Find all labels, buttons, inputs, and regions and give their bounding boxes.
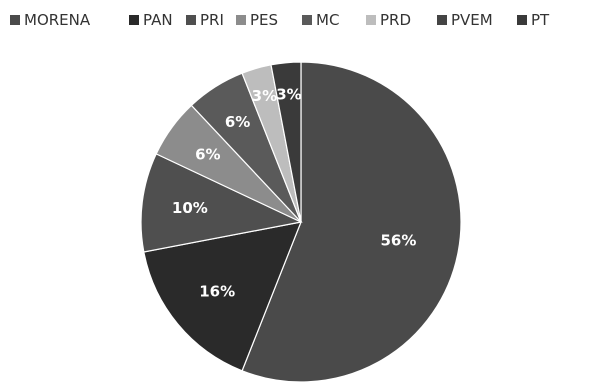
- pie-label-pri: 10%: [172, 199, 208, 217]
- pie-slice-morena: [241, 61, 462, 383]
- pie-slice-pan: [143, 221, 302, 372]
- legend-label-pan: PAN: [143, 11, 173, 29]
- legend-swatch-pri: [186, 15, 196, 25]
- legend-label-pes: PES: [250, 11, 278, 29]
- chart-legend: MORENA PAN PRI PES MC PRD PVEM PT: [10, 11, 550, 29]
- pie-slice-labels: 56%16%10%6%6%3% 3%: [172, 86, 416, 301]
- pie-label-morena: 56%: [380, 232, 416, 250]
- pie-slice-pri: [140, 153, 303, 253]
- legend-label-morena: MORENA: [24, 11, 91, 29]
- legend-label-pt: PT: [531, 11, 550, 29]
- legend-swatch-pt: [517, 15, 527, 25]
- legend-swatch-pes: [236, 15, 246, 25]
- legend-swatch-pvem: [437, 15, 447, 25]
- pie-label-prd: 3%: [252, 87, 277, 105]
- pie-label-pt: 3%: [276, 86, 301, 104]
- pie-slices: [140, 61, 462, 383]
- legend-label-mc: MC: [316, 11, 339, 29]
- legend-label-prd: PRD: [380, 11, 411, 29]
- legend-swatch-pan: [129, 15, 139, 25]
- legend-swatch-mc: [302, 15, 312, 25]
- legend-swatch-prd: [366, 15, 376, 25]
- legend-label-pri: PRI: [200, 11, 224, 29]
- pie-label-pan: 16%: [199, 282, 235, 300]
- pie-slice-pt: [270, 61, 302, 223]
- legend-swatch-morena: [10, 15, 20, 25]
- pie-label-mc: 6%: [225, 113, 250, 131]
- pie-label-pes: 6%: [195, 145, 220, 163]
- legend-label-pvem: PVEM: [451, 11, 493, 29]
